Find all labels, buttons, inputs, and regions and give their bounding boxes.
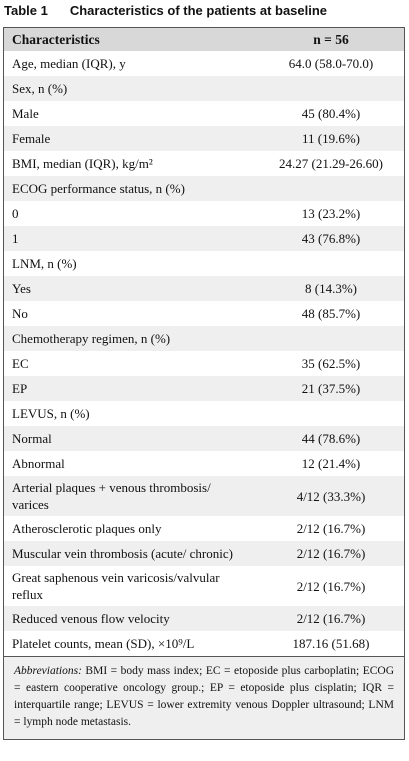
value-cell: 64.0 (58.0-70.0) (288, 56, 374, 71)
table-row: 1 43 (76.8%) (4, 226, 404, 251)
table-row: 0 13 (23.2%) (4, 201, 404, 226)
table-row: Male 45 (80.4%) (4, 101, 404, 126)
table-box: Characteristics n = 56 Age, median (IQR)… (3, 27, 405, 740)
label-cell: ECOG performance status, n (%) (4, 176, 404, 201)
header-cell: Characteristics (4, 28, 258, 51)
value-cell: 43 (76.8%) (258, 226, 404, 251)
label-cell: Normal (4, 426, 258, 451)
table-title: Table 1 Characteristics of the patients a… (4, 3, 327, 18)
value-cell: 48 (85.7%) (301, 306, 361, 321)
label-cell: Atherosclerotic plaques only (12, 521, 162, 536)
value-cell: 44 (78.6%) (258, 426, 404, 451)
table-row: BMI, median (IQR), kg/m² 24.27 (21.29-26.… (4, 151, 404, 176)
table-row: Normal 44 (78.6%) (4, 426, 404, 451)
label-cell: BMI, median (IQR), kg/m² (12, 156, 153, 171)
value-cell: 12 (21.4%) (301, 456, 361, 471)
label-cell: Abnormal (12, 456, 65, 471)
value-cell: 24.27 (21.29-26.60) (279, 156, 383, 171)
value-cell: 4/12 (33.3%) (258, 476, 404, 516)
value-cell: 11 (19.6%) (258, 126, 404, 151)
footnote-lead: Abbreviations: (14, 665, 82, 677)
table-row: Yes 8 (14.3%) (4, 276, 404, 301)
table-row: No 48 (85.7%) (4, 301, 404, 326)
value-cell: 8 (14.3%) (258, 276, 404, 301)
value-cell: 21 (37.5%) (258, 376, 404, 401)
value-cell: 187.16 (51.68) (292, 636, 370, 651)
label-cell: No (12, 306, 28, 321)
label-cell: LNM, n (%) (12, 256, 77, 271)
value-cell: 13 (23.2%) (301, 206, 361, 221)
value-cell: 2/12 (16.7%) (296, 521, 366, 536)
label-cell: Reduced venous flow velocity (4, 606, 258, 631)
value-cell: 2/12 (16.7%) (258, 541, 404, 566)
table-row: Great saphenous vein varicosis/valvular … (4, 566, 404, 606)
value-cell: 45 (80.4%) (301, 106, 361, 121)
table-row: Muscular vein thrombosis (acute/ chronic… (4, 541, 404, 566)
table-row: ECOG performance status, n (%) (4, 176, 404, 201)
label-cell: 1 (4, 226, 258, 251)
table-number: Table 1 (4, 3, 48, 18)
value-cell: 35 (62.5%) (301, 356, 361, 371)
label-cell: Arterial plaques + venous thrombosis/ va… (4, 476, 258, 516)
label-cell: Muscular vein thrombosis (acute/ chronic… (4, 541, 258, 566)
table-row: LNM, n (%) (4, 251, 404, 276)
table-row: Age, median (IQR), y 64.0 (58.0-70.0) (4, 51, 404, 76)
label-cell: Chemotherapy regimen, n (%) (4, 326, 404, 351)
label-cell: Female (4, 126, 258, 151)
label-cell: Platelet counts, mean (SD), ×10⁹/L (12, 636, 195, 651)
header-row: Characteristics n = 56 (4, 28, 404, 51)
header-cell: n = 56 (258, 28, 404, 51)
label-cell: Sex, n (%) (4, 76, 404, 101)
value-cell: 2/12 (16.7%) (296, 578, 366, 594)
label-cell: EP (4, 376, 258, 401)
table-row: Arterial plaques + venous thrombosis/ va… (4, 476, 404, 516)
table-row: Reduced venous flow velocity 2/12 (16.7%) (4, 606, 404, 631)
footnote-text: BMI = body mass index; EC = etoposide pl… (14, 665, 395, 728)
label-cell: EC (12, 356, 29, 371)
table-row: EP 21 (37.5%) (4, 376, 404, 401)
table-row: Abnormal 12 (21.4%) (4, 451, 404, 476)
table-row: Female 11 (19.6%) (4, 126, 404, 151)
title-text: Characteristics of the patients at basel… (69, 3, 328, 18)
table-row: Sex, n (%) (4, 76, 404, 101)
label-cell: Yes (4, 276, 258, 301)
table-row: LEVUS, n (%) (4, 401, 404, 426)
label-cell: Age, median (IQR), y (12, 56, 126, 71)
table-row: EC 35 (62.5%) (4, 351, 404, 376)
label-cell: LEVUS, n (%) (12, 406, 90, 421)
value-cell: 2/12 (16.7%) (258, 606, 404, 631)
table-row: Platelet counts, mean (SD), ×10⁹/L 187.16… (4, 631, 404, 656)
label-cell: Great saphenous vein varicosis/valvular … (12, 570, 220, 602)
label-cell: Male (12, 106, 39, 121)
footnote: Abbreviations: BMI = body mass index; EC… (4, 656, 404, 739)
table: Characteristics n = 56 Age, median (IQR)… (4, 28, 404, 656)
table-row: Chemotherapy regimen, n (%) (4, 326, 404, 351)
label-cell: 0 (12, 206, 19, 221)
table-row: Atherosclerotic plaques only 2/12 (16.7%) (4, 516, 404, 541)
